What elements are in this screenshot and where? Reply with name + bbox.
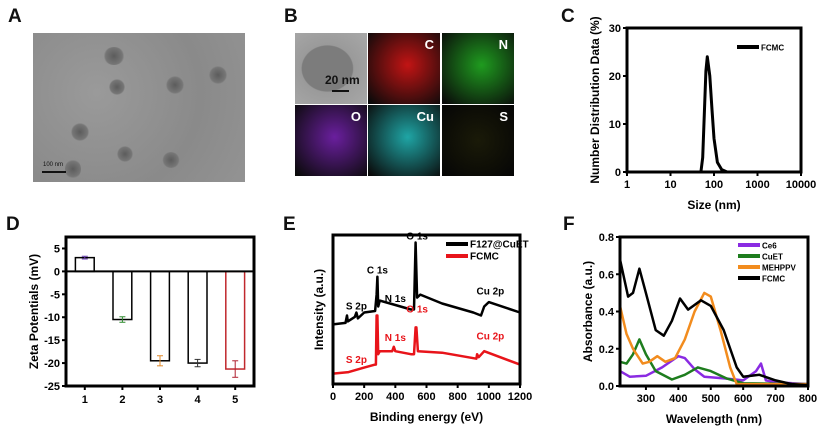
x-tick-label: 5 xyxy=(232,394,238,406)
legend-label: FCMC xyxy=(761,44,784,53)
x-tick-label: 400 xyxy=(386,391,404,403)
y-tick-label: 0.8 xyxy=(599,232,614,244)
plot-frame-D xyxy=(64,235,256,388)
bar xyxy=(225,270,246,370)
x-axis-label: Wavelength (nm) xyxy=(666,412,762,426)
eds-element-label: S xyxy=(499,109,508,124)
peak-annotation: S 2p xyxy=(346,302,367,313)
panel-label-e: E xyxy=(283,214,296,235)
eds-map-o: O xyxy=(295,105,367,176)
y-tick-label: 0.0 xyxy=(599,381,614,393)
legend-label: FCMC xyxy=(762,275,785,284)
eds-element-label: C xyxy=(424,37,434,52)
eds-scale-bar-label: 20 nm xyxy=(325,73,360,87)
y-tick-label: -25 xyxy=(44,381,60,393)
peak-annotation: N 1s xyxy=(385,333,407,344)
x-tick-label: 500 xyxy=(702,393,720,405)
y-tick-label: -20 xyxy=(44,358,60,370)
y-axis-label: Intensity (a.u.) xyxy=(312,269,326,350)
panel-label-b: B xyxy=(284,6,298,27)
x-tick-label: 600 xyxy=(417,391,435,403)
panel-label-f: F xyxy=(563,214,575,235)
x-tick-label: 100 xyxy=(705,179,723,191)
x-tick-label: 4 xyxy=(195,394,202,406)
bar xyxy=(149,270,171,362)
peak-annotation: Cu 2p xyxy=(477,331,505,342)
eds-element-label: N xyxy=(498,37,508,52)
x-tick-label: 10000 xyxy=(786,179,817,191)
legend-label: MEHPPV xyxy=(762,264,796,273)
legend-label: Ce6 xyxy=(762,242,777,251)
peak-annotation: S 2p xyxy=(346,355,367,366)
panel-label-a: A xyxy=(8,6,22,27)
x-tick-label: 1000 xyxy=(745,179,769,191)
eds-scale-bar xyxy=(332,90,349,92)
eds-element-label: Cu xyxy=(416,109,434,124)
legend-label: FCMC xyxy=(470,252,499,263)
y-tick-label: 0 xyxy=(615,167,621,179)
y-tick-label: 0.2 xyxy=(599,344,614,356)
peak-annotation: C 1s xyxy=(367,266,389,277)
x-tick-label: 1 xyxy=(82,394,88,406)
y-tick-label: 20 xyxy=(609,71,621,83)
eds-element-label: O xyxy=(350,109,361,124)
peak-annotation: O 1s xyxy=(406,304,428,315)
x-axis-label: Binding energy (eV) xyxy=(370,410,483,424)
bar xyxy=(74,256,95,273)
panel-label-c: C xyxy=(561,6,575,27)
x-tick-label: 1 xyxy=(624,179,630,191)
y-tick-label: 5 xyxy=(54,243,60,255)
y-axis-label: Number Distribution Data (%) xyxy=(588,16,602,183)
x-tick-label: 600 xyxy=(734,393,752,405)
x-axis-label: Size (nm) xyxy=(687,198,740,212)
x-tick-label: 3 xyxy=(157,394,163,406)
eds-map-s: S xyxy=(442,105,514,176)
x-tick-label: 800 xyxy=(799,393,817,405)
legend-label: CuET xyxy=(762,253,783,262)
x-tick-label: 200 xyxy=(355,391,373,403)
x-tick-label: 10 xyxy=(664,179,676,191)
x-tick-label: 400 xyxy=(669,393,687,405)
x-tick-label: 700 xyxy=(766,393,784,405)
y-tick-label: 10 xyxy=(609,119,621,131)
y-axis-label: Zeta Potentials (mV) xyxy=(27,254,41,369)
y-tick-label: -5 xyxy=(50,289,60,301)
legend-label: F127@CuET xyxy=(470,240,529,251)
eds-tem-tile: 20 nm xyxy=(295,33,367,104)
tem-scale-bar-label: 100 nm xyxy=(43,162,64,168)
peak-annotation: N 1s xyxy=(385,294,407,305)
peak-annotation: Cu 2p xyxy=(477,287,505,298)
x-tick-label: 300 xyxy=(637,393,655,405)
x-tick-label: 2 xyxy=(119,394,125,406)
x-tick-label: 1200 xyxy=(508,391,532,403)
y-axis-label: Absorbance (a.u.) xyxy=(581,261,595,362)
series-line-ce6 xyxy=(619,354,809,386)
panel-label-d: D xyxy=(6,214,20,235)
y-tick-label: -10 xyxy=(44,312,60,324)
y-tick-label: 0 xyxy=(54,266,60,278)
y-tick-label: 0.4 xyxy=(599,307,615,319)
series-line-mehppv xyxy=(618,291,808,386)
tem-image: 100 nm xyxy=(33,33,245,182)
y-tick-label: -15 xyxy=(44,335,60,347)
x-tick-label: 800 xyxy=(448,391,466,403)
series-line-fcmc xyxy=(332,314,521,375)
tem-scale-bar xyxy=(42,171,66,173)
series-line-fcmc xyxy=(627,55,801,174)
eds-map-cu: Cu xyxy=(368,105,440,176)
bar xyxy=(112,270,133,321)
bar xyxy=(187,270,208,364)
peak-annotation: O 1s xyxy=(406,231,428,242)
y-tick-label: 30 xyxy=(609,23,621,35)
x-tick-label: 0 xyxy=(330,391,336,403)
series-line-cuet xyxy=(619,338,809,386)
series-line-fcmc xyxy=(618,259,809,387)
x-tick-label: 1000 xyxy=(477,391,501,403)
y-tick-label: 0.6 xyxy=(599,269,614,281)
eds-map-n: N xyxy=(442,33,514,104)
eds-map-c: C xyxy=(368,33,440,104)
series-line-f127@cuet xyxy=(332,241,521,326)
